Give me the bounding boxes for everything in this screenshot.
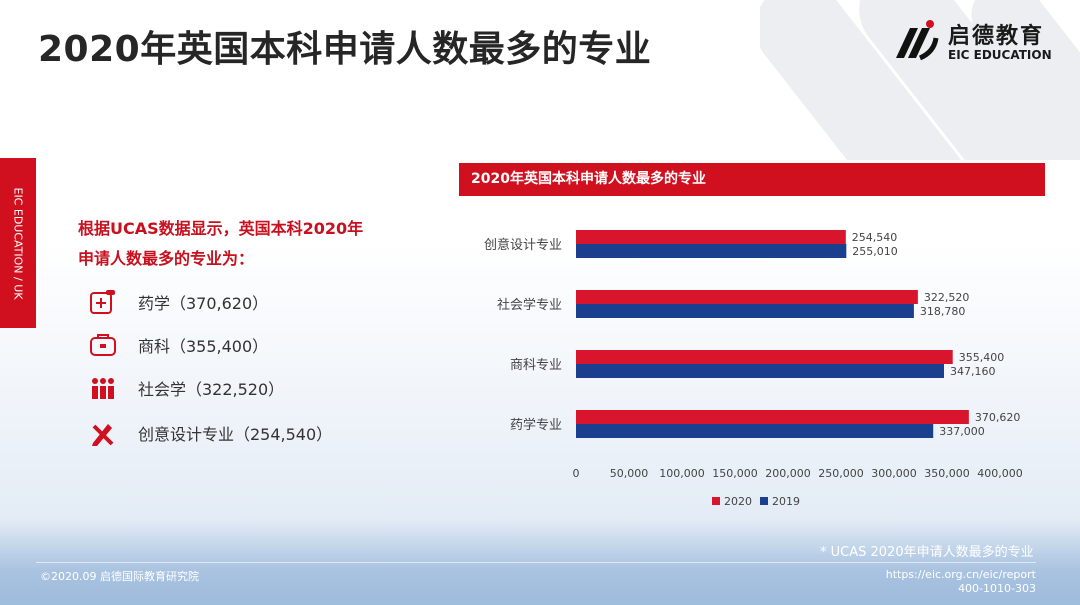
page-title: 2020年英国本科申请人数最多的专业 (38, 29, 652, 70)
x-tick-label: 150,000 (712, 467, 758, 480)
briefcase-icon (90, 334, 116, 356)
item-text: 社会学（322,520） (138, 380, 285, 399)
footer-divider (36, 562, 1036, 563)
intro-text: 根据UCAS数据显示，英国本科2020年 申请人数最多的专业为： (78, 214, 363, 274)
logo-en-text: EIC EDUCATION (948, 48, 1052, 62)
list-item-business: 商科（355,400） (88, 330, 268, 360)
bar-2019 (576, 244, 847, 258)
category-label: 药学专业 (510, 417, 562, 433)
bar-2019 (576, 304, 914, 318)
intro-line-2: 申请人数最多的专业为： (78, 249, 255, 268)
data-label: 370,620 (975, 411, 1021, 424)
side-tab-label: EIC EDUCATION / UK (11, 186, 25, 300)
brand-logo: 启德教育 EIC EDUCATION (886, 12, 1056, 62)
x-tick-label: 300,000 (871, 467, 917, 480)
x-tick-label: 100,000 (659, 467, 705, 480)
bar-2019 (576, 364, 944, 378)
x-tick-label: 50,000 (610, 467, 649, 480)
list-item-sociology: 社会学（322,520） (88, 373, 284, 403)
data-label: 355,400 (959, 351, 1005, 364)
chart-title: 2020年英国本科申请人数最多的专业 (459, 163, 1045, 196)
legend-label: 2019 (772, 495, 800, 508)
bar-2020 (576, 350, 953, 364)
data-label: 255,010 (852, 245, 898, 258)
category-label: 商科专业 (510, 358, 562, 373)
legend-swatch (712, 497, 720, 505)
list-item-creative-design: 创意设计专业（254,540） (88, 418, 332, 448)
data-label: 322,520 (924, 291, 970, 304)
logo-cn-text: 启德教育 (948, 24, 1045, 49)
legend-swatch (760, 497, 768, 505)
data-label: 318,780 (920, 305, 966, 318)
intro-line-1: 根据UCAS数据显示，英国本科2020年 (78, 219, 364, 238)
bar-2019 (576, 424, 934, 438)
copyright: ©2020.09 启德国际教育研究院 (40, 570, 199, 583)
category-label: 创意设计专业 (484, 237, 562, 253)
contact-info: https://eic.org.cn/eic/report 400-1010-3… (886, 568, 1036, 596)
x-tick-label: 350,000 (924, 467, 970, 480)
phone-number: 400-1010-303 (958, 582, 1036, 595)
medicine-icon (90, 290, 115, 314)
side-tab: EIC EDUCATION / UK (0, 158, 36, 328)
bar-2020 (576, 290, 918, 304)
category-label: 社会学专业 (497, 297, 562, 313)
x-tick-label: 0 (573, 467, 580, 480)
people-icon (92, 378, 114, 399)
legend-label: 2020 (724, 495, 752, 508)
item-text: 创意设计专业（254,540） (138, 425, 333, 444)
bar-2020 (576, 410, 969, 424)
data-label: 254,540 (852, 231, 898, 244)
x-tick-label: 200,000 (765, 467, 811, 480)
data-label: 337,000 (939, 425, 985, 438)
data-label: 347,160 (950, 365, 996, 378)
item-text: 药学（370,620） (138, 294, 269, 313)
x-tick-label: 250,000 (818, 467, 864, 480)
x-tick-label: 400,000 (977, 467, 1023, 480)
pencil-ruler-icon (92, 424, 114, 446)
item-text: 商科（355,400） (138, 337, 269, 356)
report-url: https://eic.org.cn/eic/report (885, 568, 1036, 581)
bar-2020 (576, 230, 846, 244)
list-item-pharmacy: 药学（370,620） (88, 287, 268, 317)
footnote: * UCAS 2020年申请人数最多的专业 (820, 545, 1034, 560)
eic-logo-icon (896, 20, 939, 61)
